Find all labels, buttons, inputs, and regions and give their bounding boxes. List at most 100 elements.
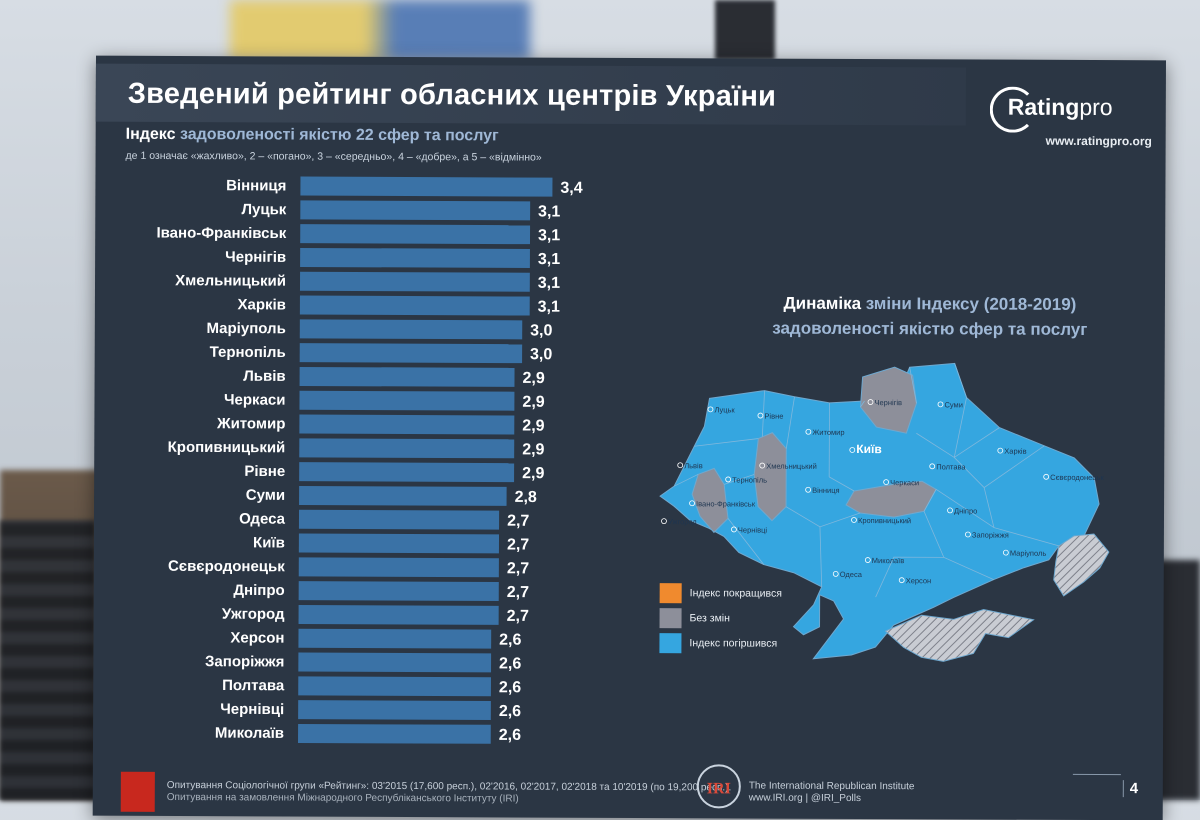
city-label: Чернігів xyxy=(874,398,902,407)
bar xyxy=(299,510,499,530)
value-label: 2,6 xyxy=(499,679,521,696)
category-label: Сєвєродонецьк xyxy=(168,558,285,576)
bar xyxy=(299,391,514,411)
legend-swatch-unchanged xyxy=(660,608,682,628)
category-label: Вінниця xyxy=(226,177,286,194)
value-label: 2,8 xyxy=(515,489,537,506)
background-flag xyxy=(230,0,530,60)
category-label: Запоріжжя xyxy=(205,653,284,670)
bar xyxy=(300,296,530,316)
value-label: 3,0 xyxy=(530,322,552,339)
value-label: 2,7 xyxy=(507,536,529,553)
page-number: 4 xyxy=(1123,780,1138,797)
category-label: Луцьк xyxy=(241,201,286,218)
value-label: 3,1 xyxy=(538,203,560,220)
category-label: Рівне xyxy=(244,463,285,480)
map-title: Динаміка зміни Індексу (2018-2019) задов… xyxy=(705,290,1155,342)
category-label: Одеса xyxy=(239,510,286,527)
map-title-line2: задоволеності якістю сфер та послуг xyxy=(705,315,1155,342)
bar xyxy=(299,605,499,625)
legend-label-worsened: Індекс погіршився xyxy=(689,637,777,649)
rating-group-logo xyxy=(121,772,155,812)
category-label: Дніпро xyxy=(233,582,284,599)
bar xyxy=(300,200,530,220)
city-label: Одеса xyxy=(840,570,863,579)
category-label: Івано-Франківськ xyxy=(156,225,286,243)
value-label: 2,6 xyxy=(499,655,521,672)
category-label: Ужгород xyxy=(222,606,285,623)
value-label: 2,6 xyxy=(499,727,521,744)
logo-main: Rating xyxy=(1008,94,1080,120)
value-label: 2,6 xyxy=(499,632,521,649)
city-label: Суми xyxy=(944,400,962,409)
value-label: 3,4 xyxy=(560,180,582,197)
city-label: Хмельницький xyxy=(766,462,817,471)
map-title-rest: зміни Індексу (2018-2019) xyxy=(861,294,1076,314)
value-label: 2,9 xyxy=(522,418,544,435)
category-label: Суми xyxy=(246,487,285,504)
city-label: Черкаси xyxy=(890,478,919,487)
city-dot xyxy=(678,463,683,468)
value-label: 2,6 xyxy=(499,703,521,720)
category-label: Маріуполь xyxy=(206,320,285,337)
bar xyxy=(299,486,507,506)
logo-url: www.ratingpro.org xyxy=(1046,134,1152,148)
bar xyxy=(300,224,530,244)
bar xyxy=(299,415,514,435)
category-label: Миколаїв xyxy=(215,725,284,742)
iri-logo: IRI xyxy=(707,780,731,798)
subtitle-rest: задоволеності якістю 22 сфер та послуг xyxy=(175,126,498,144)
value-label: 3,0 xyxy=(530,346,552,363)
bar xyxy=(300,319,522,339)
city-label: Івано-Франківськ xyxy=(696,499,756,508)
category-label: Хмельницький xyxy=(175,272,286,289)
city-label: Тернопіль xyxy=(732,475,767,484)
category-label: Чернігів xyxy=(225,249,286,266)
city-label: Луцьк xyxy=(714,405,735,414)
iri-name: The International Republican Institute xyxy=(749,781,915,793)
value-label: 2,9 xyxy=(522,465,544,482)
legend-swatch-worsened xyxy=(659,633,681,653)
city-label: Дніпро xyxy=(954,506,977,515)
category-label: Харків xyxy=(237,296,285,313)
ratingpro-logo: Ratingpro www.ratingpro.org xyxy=(990,82,1160,153)
city-label: Львів xyxy=(684,461,703,470)
bar xyxy=(300,177,552,197)
bar xyxy=(299,534,499,554)
value-label: 2,7 xyxy=(507,560,529,577)
city-label: Ужгород xyxy=(668,517,697,526)
page-divider xyxy=(1073,774,1121,775)
city-label: Миколаїв xyxy=(872,556,904,565)
city-label: Сєвєродонецьк xyxy=(1050,473,1104,482)
category-label: Чернівці xyxy=(220,701,284,718)
city-label: Херсон xyxy=(906,576,932,585)
legend-label-unchanged: Без змін xyxy=(690,612,730,624)
bar xyxy=(299,438,514,458)
value-label: 2,7 xyxy=(507,608,529,625)
category-label: Кропивницький xyxy=(168,439,286,457)
value-label: 3,1 xyxy=(538,299,560,316)
city-label: Кропивницький xyxy=(858,516,911,525)
bar xyxy=(299,581,499,601)
background-pole xyxy=(715,0,775,60)
logo-suffix: pro xyxy=(1079,94,1112,120)
value-label: 2,7 xyxy=(507,513,529,530)
value-label: 2,9 xyxy=(523,370,545,387)
scale-note: де 1 означає «жахливо», 2 – «погано», 3 … xyxy=(126,150,542,164)
city-label: Вінниця xyxy=(812,486,840,495)
bar xyxy=(300,367,515,387)
value-label: 3,1 xyxy=(538,251,560,268)
footer-source-2: Опитування на замовлення Міжнародного Ре… xyxy=(167,792,519,805)
background-keyboard xyxy=(0,520,95,800)
category-label: Полтава xyxy=(222,677,285,694)
bar xyxy=(298,629,491,649)
bar xyxy=(299,462,514,482)
city-label: Запоріжжя xyxy=(972,530,1009,539)
legend-swatch-improved xyxy=(660,583,682,603)
iri-url: www.IRI.org | @IRI_Polls xyxy=(749,793,861,804)
bar xyxy=(299,557,499,577)
category-label: Львів xyxy=(243,368,285,385)
poster-title: Зведений рейтинг обласних центрів Україн… xyxy=(128,78,776,114)
bar-chart: Вінниця 3,4 Луцьк 3,1 Івано-Франківськ 3,1 Чер… xyxy=(93,171,636,773)
